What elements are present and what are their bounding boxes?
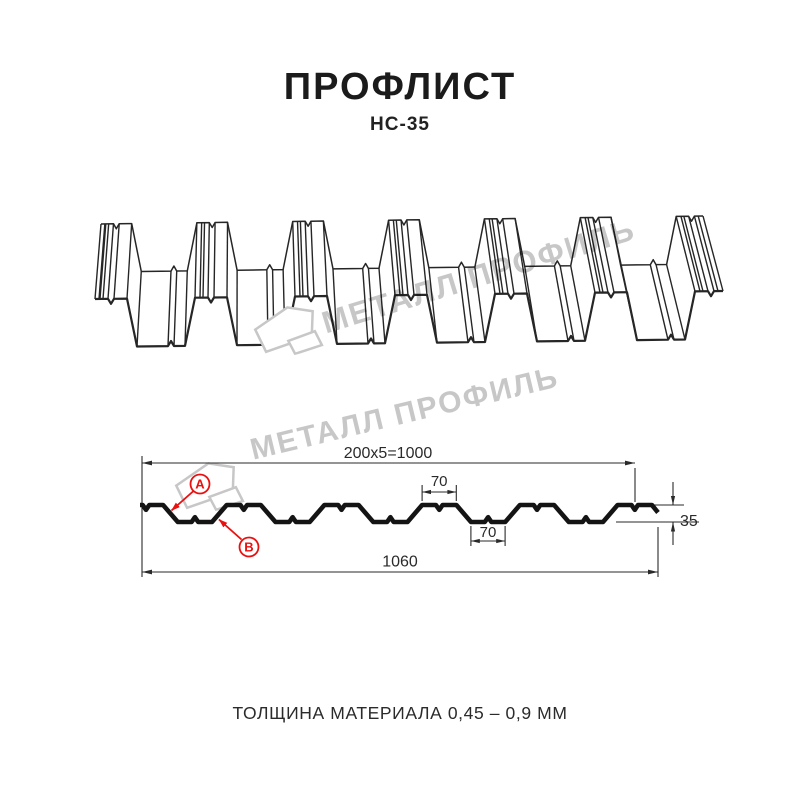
callout-b: В	[218, 518, 260, 558]
material-thickness-note: ТОЛЩИНА МАТЕРИАЛА 0,45 – 0,9 ММ	[232, 703, 568, 723]
callout-b-letter: В	[244, 540, 253, 555]
dim-total-width-value: 1060	[382, 554, 418, 571]
metal-profile-logo-icon	[174, 462, 245, 512]
cross-section-drawing: 200x5=1000 1060 70 70	[140, 445, 699, 577]
dim-crest-width-value: 70	[431, 473, 448, 490]
dim-total-width: 1060	[142, 527, 659, 577]
page-title: ПРОФЛИСТ	[283, 66, 517, 108]
dim-height: 35	[616, 482, 699, 545]
dim-valley-width-value: 70	[480, 524, 497, 541]
dim-crest-width: 70	[421, 473, 457, 501]
metal-profile-logo-icon	[253, 306, 324, 356]
profile-model-label: НС-35	[370, 114, 430, 135]
callout-a-letter: А	[195, 477, 205, 492]
dim-valley-width: 70	[470, 524, 506, 546]
profile-outline	[140, 502, 660, 525]
dim-working-width-value: 200x5=1000	[344, 445, 433, 462]
dim-working-width: 200x5=1000	[141, 445, 636, 577]
dim-height-value: 35	[680, 513, 698, 530]
callout-a: А	[170, 473, 211, 512]
profiled-sheet-3d-drawing	[94, 215, 724, 348]
